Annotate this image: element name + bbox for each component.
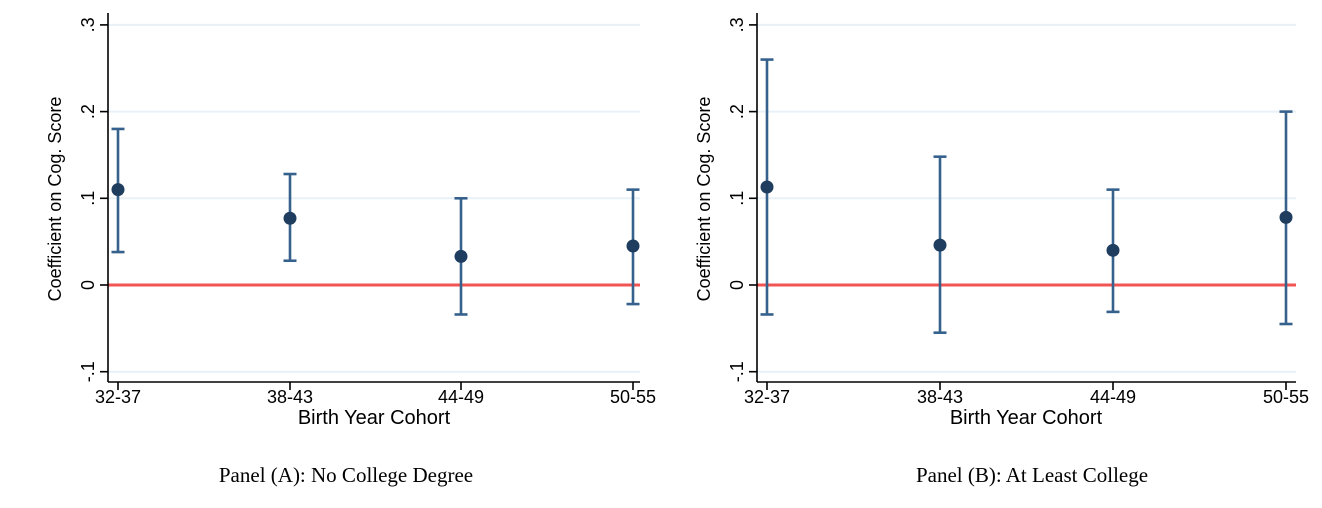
y-tick-label: .3 [727, 17, 747, 32]
y-tick-label: 0 [78, 280, 98, 290]
coefficient-marker [1279, 210, 1293, 224]
coefficient-marker [760, 180, 774, 194]
y-tick-label: -.1 [78, 361, 98, 382]
panel-a-caption: Panel (A): No College Degree [218, 463, 474, 487]
x-tick-label: 44-49 [438, 387, 484, 407]
coefficient-marker [283, 211, 297, 225]
y-tick-label: .2 [78, 104, 98, 119]
x-tick-label: 32-37 [744, 387, 790, 407]
y-tick-label: .2 [727, 104, 747, 119]
x-tick-label: 44-49 [1090, 387, 1136, 407]
y-axis-title-panel-b: Coefficient on Cog. Score [694, 96, 714, 302]
coefficient-marker [111, 183, 125, 197]
x-tick-label: 50-55 [1263, 387, 1309, 407]
y-tick-label: .1 [78, 191, 98, 206]
coefficient-marker [626, 239, 640, 253]
x-tick-label: 32-37 [95, 387, 141, 407]
x-tick-label: 50-55 [610, 387, 656, 407]
panel-b-caption: Panel (B): At Least College [915, 463, 1149, 487]
x-tick-label: 38-43 [267, 387, 313, 407]
y-tick-label: 0 [727, 280, 747, 290]
y-axis-title-panel-a: Coefficient on Cog. Score [45, 96, 65, 302]
y-tick-label: -.1 [727, 361, 747, 382]
y-tick-label: .1 [727, 191, 747, 206]
coefficient-marker [454, 249, 468, 263]
x-axis-title-panel-a: Birth Year Cohort [297, 407, 451, 429]
x-axis-title-panel-b: Birth Year Cohort [949, 407, 1103, 429]
coefficient-marker [1106, 243, 1120, 257]
coefficient-marker [933, 238, 947, 252]
x-tick-label: 38-43 [917, 387, 963, 407]
y-tick-label: .3 [78, 17, 98, 32]
